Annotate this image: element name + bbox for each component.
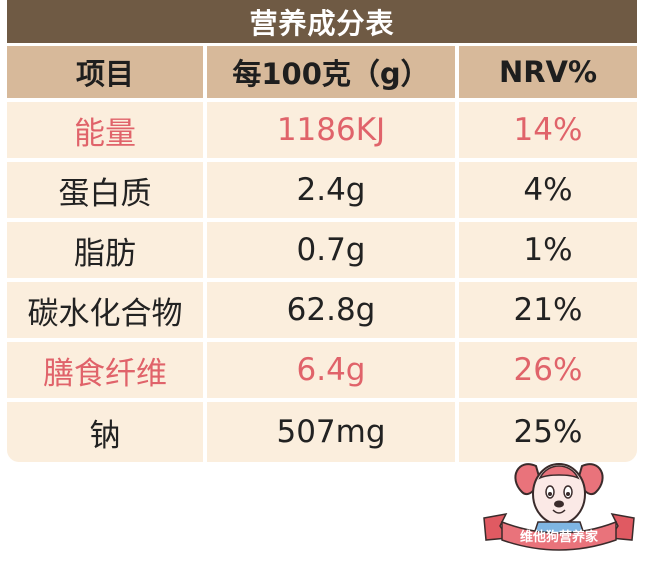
row-nrv: 21% (459, 282, 637, 338)
row-item: 钠 (7, 402, 203, 462)
nutrition-table: 项目 每100克（g） NRV% 能量 1186KJ 14% 蛋白质 2.4g … (7, 46, 637, 466)
row-item: 碳水化合物 (7, 282, 203, 338)
header-nrv: NRV% (459, 46, 637, 98)
row-item: 脂肪 (7, 222, 203, 278)
table-header-row: 项目 每100克（g） NRV% (7, 46, 637, 98)
table-title: 营养成分表 (7, 0, 637, 43)
mascot-banner-text: 维他狗营养家 (520, 529, 599, 545)
row-per-100g: 0.7g (207, 222, 455, 278)
table-row: 脂肪 0.7g 1% (7, 222, 637, 278)
header-per-100g: 每100克（g） (207, 46, 455, 98)
table-row: 钠 507mg 25% (7, 402, 637, 462)
row-nrv: 14% (459, 102, 637, 158)
row-per-100g: 62.8g (207, 282, 455, 338)
row-nrv: 25% (459, 402, 637, 462)
table-row: 膳食纤维 6.4g 26% (7, 342, 637, 398)
dog-mascot-icon: 维他狗营养家 (483, 463, 635, 551)
row-item: 能量 (7, 102, 203, 158)
header-item: 项目 (7, 46, 203, 98)
row-nrv: 1% (459, 222, 637, 278)
row-nrv: 26% (459, 342, 637, 398)
row-per-100g: 6.4g (207, 342, 455, 398)
row-per-100g: 2.4g (207, 162, 455, 218)
row-item: 膳食纤维 (7, 342, 203, 398)
table-row: 碳水化合物 62.8g 21% (7, 282, 637, 338)
row-nrv: 4% (459, 162, 637, 218)
table-row: 能量 1186KJ 14% (7, 102, 637, 158)
row-per-100g: 507mg (207, 402, 455, 462)
row-item: 蛋白质 (7, 162, 203, 218)
row-per-100g: 1186KJ (207, 102, 455, 158)
table-row: 蛋白质 2.4g 4% (7, 162, 637, 218)
